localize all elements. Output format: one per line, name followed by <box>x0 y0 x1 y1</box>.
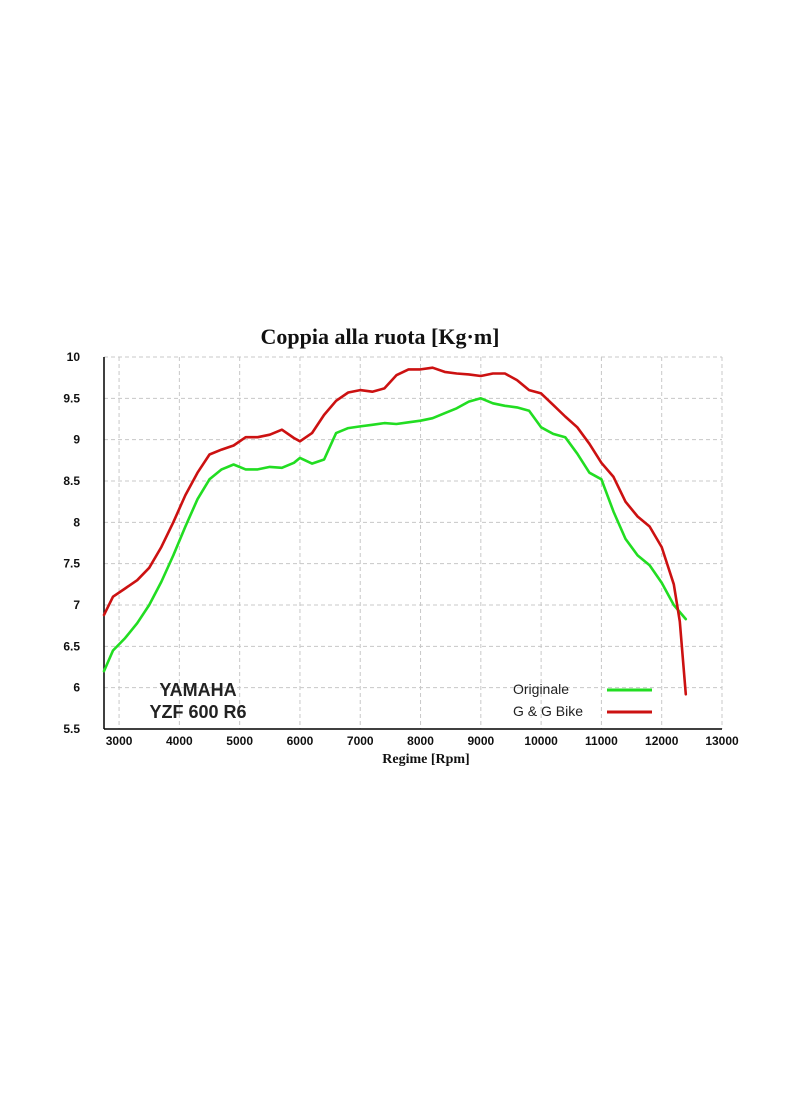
y-tick-label: 8.5 <box>63 474 80 488</box>
legend: Originale G & G Bike <box>513 681 652 719</box>
y-tick-label: 10 <box>67 350 81 364</box>
x-tick-label: 9000 <box>467 734 494 748</box>
y-tick-label: 8 <box>73 515 80 529</box>
y-tick-label: 6 <box>73 681 80 695</box>
chart-title: Coppia alla ruota [Kg·m] <box>261 324 500 349</box>
x-tick-label: 4000 <box>166 734 193 748</box>
x-axis-label: Regime [Rpm] <box>382 752 469 767</box>
series-line-gg-bike <box>102 366 688 696</box>
x-tick-label: 11000 <box>585 734 618 748</box>
x-tick-label: 13000 <box>705 734 739 748</box>
legend-label-originale: Originale <box>513 681 569 697</box>
y-tick-label: 7 <box>73 598 80 612</box>
x-tick-label: 7000 <box>347 734 374 748</box>
series-lines <box>102 366 688 696</box>
model-name-annotation: YZF 600 R6 <box>149 702 246 722</box>
y-tick-labels: 10 9.5 9 8.5 8 7.5 7 6.5 6 5.5 <box>63 350 80 736</box>
x-tick-label: 12000 <box>645 734 679 748</box>
y-tick-label: 6.5 <box>63 639 80 653</box>
x-tick-labels: 3000 4000 5000 6000 7000 8000 9000 10000 11000 12… <box>106 734 739 748</box>
y-tick-label: 5.5 <box>63 722 80 736</box>
legend-label-gg-bike: G & G Bike <box>513 703 583 719</box>
x-tick-label: 6000 <box>287 734 314 748</box>
y-tick-label: 7.5 <box>63 557 80 571</box>
x-tick-label: 10000 <box>524 734 558 748</box>
x-tick-label: 5000 <box>226 734 253 748</box>
model-brand-annotation: YAMAHA <box>159 680 236 700</box>
y-tick-label: 9 <box>73 433 80 447</box>
series-line-originale <box>102 396 688 673</box>
x-tick-label: 3000 <box>106 734 133 748</box>
x-tick-label: 8000 <box>407 734 434 748</box>
y-tick-label: 9.5 <box>63 391 80 405</box>
grid-lines <box>104 356 723 729</box>
